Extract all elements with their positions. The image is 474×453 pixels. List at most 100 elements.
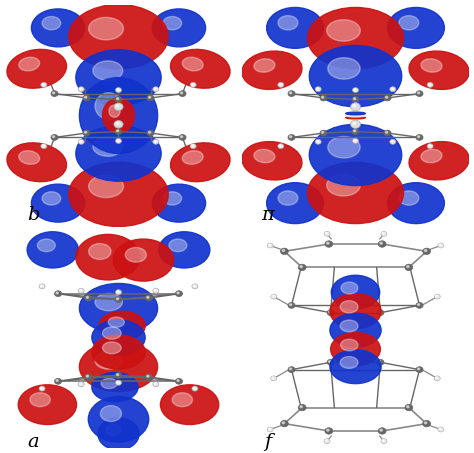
Circle shape bbox=[147, 296, 149, 298]
Circle shape bbox=[80, 140, 82, 142]
Circle shape bbox=[41, 82, 47, 87]
Circle shape bbox=[290, 304, 292, 305]
Circle shape bbox=[381, 231, 387, 236]
Circle shape bbox=[115, 96, 122, 102]
Ellipse shape bbox=[42, 16, 61, 30]
Circle shape bbox=[427, 82, 433, 87]
Ellipse shape bbox=[163, 16, 182, 30]
Circle shape bbox=[272, 377, 274, 379]
Ellipse shape bbox=[340, 320, 358, 332]
Circle shape bbox=[148, 96, 151, 98]
Ellipse shape bbox=[387, 7, 444, 48]
Ellipse shape bbox=[340, 357, 358, 368]
Circle shape bbox=[181, 136, 182, 138]
Ellipse shape bbox=[159, 232, 210, 268]
Circle shape bbox=[153, 382, 159, 387]
Ellipse shape bbox=[346, 116, 365, 119]
Circle shape bbox=[390, 87, 396, 92]
Ellipse shape bbox=[346, 114, 365, 117]
Ellipse shape bbox=[266, 7, 323, 48]
Ellipse shape bbox=[88, 396, 149, 442]
Circle shape bbox=[117, 374, 118, 376]
Circle shape bbox=[115, 129, 122, 135]
Circle shape bbox=[423, 248, 430, 255]
Circle shape bbox=[298, 405, 306, 411]
Circle shape bbox=[117, 130, 118, 132]
Circle shape bbox=[416, 91, 423, 96]
Circle shape bbox=[153, 87, 159, 92]
Circle shape bbox=[384, 130, 391, 136]
Circle shape bbox=[181, 92, 182, 94]
Circle shape bbox=[78, 140, 84, 145]
Circle shape bbox=[382, 440, 384, 441]
Circle shape bbox=[153, 140, 159, 145]
Ellipse shape bbox=[331, 333, 380, 366]
Circle shape bbox=[290, 92, 292, 94]
Ellipse shape bbox=[182, 151, 203, 164]
Circle shape bbox=[55, 291, 62, 297]
Ellipse shape bbox=[98, 418, 139, 450]
Circle shape bbox=[117, 381, 118, 383]
Circle shape bbox=[317, 140, 319, 142]
Ellipse shape bbox=[92, 335, 145, 369]
Circle shape bbox=[377, 310, 384, 316]
Circle shape bbox=[279, 83, 281, 85]
Circle shape bbox=[154, 289, 156, 291]
Circle shape bbox=[380, 429, 383, 431]
Circle shape bbox=[279, 145, 281, 146]
Circle shape bbox=[85, 374, 92, 380]
Circle shape bbox=[192, 386, 198, 391]
Circle shape bbox=[278, 82, 284, 87]
Circle shape bbox=[145, 295, 152, 301]
Ellipse shape bbox=[163, 192, 182, 205]
Circle shape bbox=[428, 83, 430, 85]
Ellipse shape bbox=[106, 424, 120, 435]
Circle shape bbox=[378, 241, 386, 247]
Circle shape bbox=[385, 131, 388, 133]
Text: b: b bbox=[27, 206, 39, 224]
Circle shape bbox=[86, 375, 89, 377]
Circle shape bbox=[416, 303, 423, 308]
Ellipse shape bbox=[76, 126, 161, 181]
Circle shape bbox=[325, 232, 327, 234]
Circle shape bbox=[300, 265, 302, 268]
Ellipse shape bbox=[100, 405, 121, 422]
Ellipse shape bbox=[328, 58, 360, 79]
Ellipse shape bbox=[266, 183, 323, 224]
Ellipse shape bbox=[182, 57, 203, 71]
Ellipse shape bbox=[254, 149, 275, 163]
Circle shape bbox=[300, 406, 302, 408]
Circle shape bbox=[282, 250, 284, 251]
Ellipse shape bbox=[309, 45, 401, 107]
Ellipse shape bbox=[330, 294, 381, 329]
Circle shape bbox=[86, 296, 89, 298]
Circle shape bbox=[428, 145, 430, 146]
Circle shape bbox=[315, 140, 321, 145]
Circle shape bbox=[41, 144, 47, 149]
Circle shape bbox=[381, 439, 387, 443]
Circle shape bbox=[436, 377, 438, 379]
Circle shape bbox=[418, 368, 419, 370]
Circle shape bbox=[116, 380, 121, 385]
Circle shape bbox=[39, 386, 45, 391]
Circle shape bbox=[39, 284, 45, 289]
Ellipse shape bbox=[95, 294, 122, 311]
Circle shape bbox=[190, 144, 196, 149]
Circle shape bbox=[154, 383, 156, 384]
Circle shape bbox=[390, 140, 396, 145]
Circle shape bbox=[175, 291, 182, 297]
Circle shape bbox=[282, 422, 284, 424]
Text: a: a bbox=[27, 433, 39, 451]
Circle shape bbox=[436, 295, 438, 297]
Ellipse shape bbox=[278, 16, 298, 30]
Ellipse shape bbox=[76, 234, 140, 280]
Ellipse shape bbox=[171, 143, 230, 182]
Ellipse shape bbox=[89, 175, 123, 198]
Circle shape bbox=[56, 380, 58, 381]
Circle shape bbox=[115, 297, 122, 303]
Circle shape bbox=[117, 140, 118, 141]
Circle shape bbox=[55, 378, 62, 384]
Circle shape bbox=[175, 378, 182, 384]
Circle shape bbox=[116, 290, 121, 295]
Ellipse shape bbox=[330, 350, 381, 384]
